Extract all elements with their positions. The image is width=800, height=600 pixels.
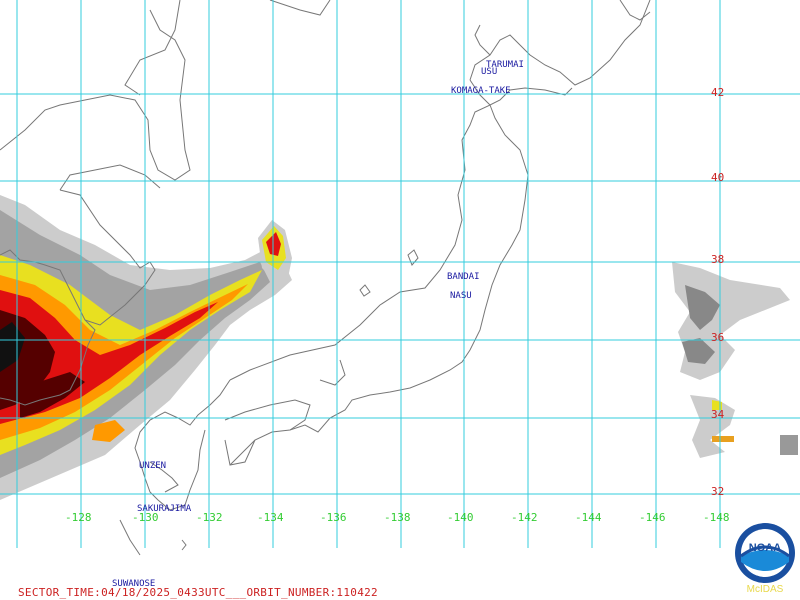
- precipitation-cell-north: [258, 220, 292, 282]
- lat-label: 40: [711, 171, 724, 184]
- coastlines: [0, 0, 651, 556]
- lat-label: 36: [711, 331, 724, 344]
- volcano-label-tarumai: TARUMAI: [486, 60, 524, 70]
- volcano-label-nasu: NASU: [450, 291, 472, 301]
- lon-label: -144: [575, 511, 602, 524]
- volcano-label-komaga-take: KOMAGA-TAKE: [451, 86, 511, 96]
- lat-label: 34: [711, 408, 725, 421]
- lat-label: 42: [711, 86, 724, 99]
- lon-label: -140: [447, 511, 474, 524]
- mcidas-caption: McIDAS: [746, 584, 784, 595]
- noaa-logo: NOAA McIDAS: [734, 522, 796, 600]
- volcano-label-suwanose: SUWANOSE: [112, 579, 155, 589]
- lon-label: -132: [196, 511, 223, 524]
- precipitation-swath-west: [0, 195, 292, 500]
- longitude-labels: -128 -130 -132 -134 -136 -138 -140 -142 …: [65, 511, 730, 524]
- volcano-label-usu: USU: [481, 67, 497, 77]
- volcano-label-bandai: BANDAI: [447, 272, 480, 282]
- lon-label: -146: [639, 511, 666, 524]
- lon-label: -130: [132, 511, 159, 524]
- lon-label: -128: [65, 511, 92, 524]
- lat-label: 38: [711, 253, 724, 266]
- noaa-seal-icon: NOAA: [735, 523, 795, 583]
- lat-label: 32: [711, 485, 724, 498]
- lon-label: -148: [703, 511, 730, 524]
- sector-time-footer: SECTOR_TIME:04/18/2025_0433UTC___ORBIT_N…: [18, 586, 378, 599]
- grid-lines: [0, 0, 800, 548]
- latitude-labels: 42 40 38 36 34 32: [711, 86, 725, 498]
- volcano-label-unzen: UNZEN: [139, 461, 166, 471]
- lon-label: -142: [511, 511, 538, 524]
- volcano-label-sakurajima: SAKURAJIMA: [137, 504, 192, 514]
- lon-label: -136: [320, 511, 347, 524]
- lon-label: -138: [384, 511, 411, 524]
- precipitation-patches-east: [672, 262, 798, 458]
- lon-label: -134: [257, 511, 284, 524]
- volcano-labels: TARUMAI USU KOMAGA-TAKE BANDAI NASU UNZE…: [112, 60, 524, 589]
- noaa-badge-text: NOAA: [749, 542, 781, 554]
